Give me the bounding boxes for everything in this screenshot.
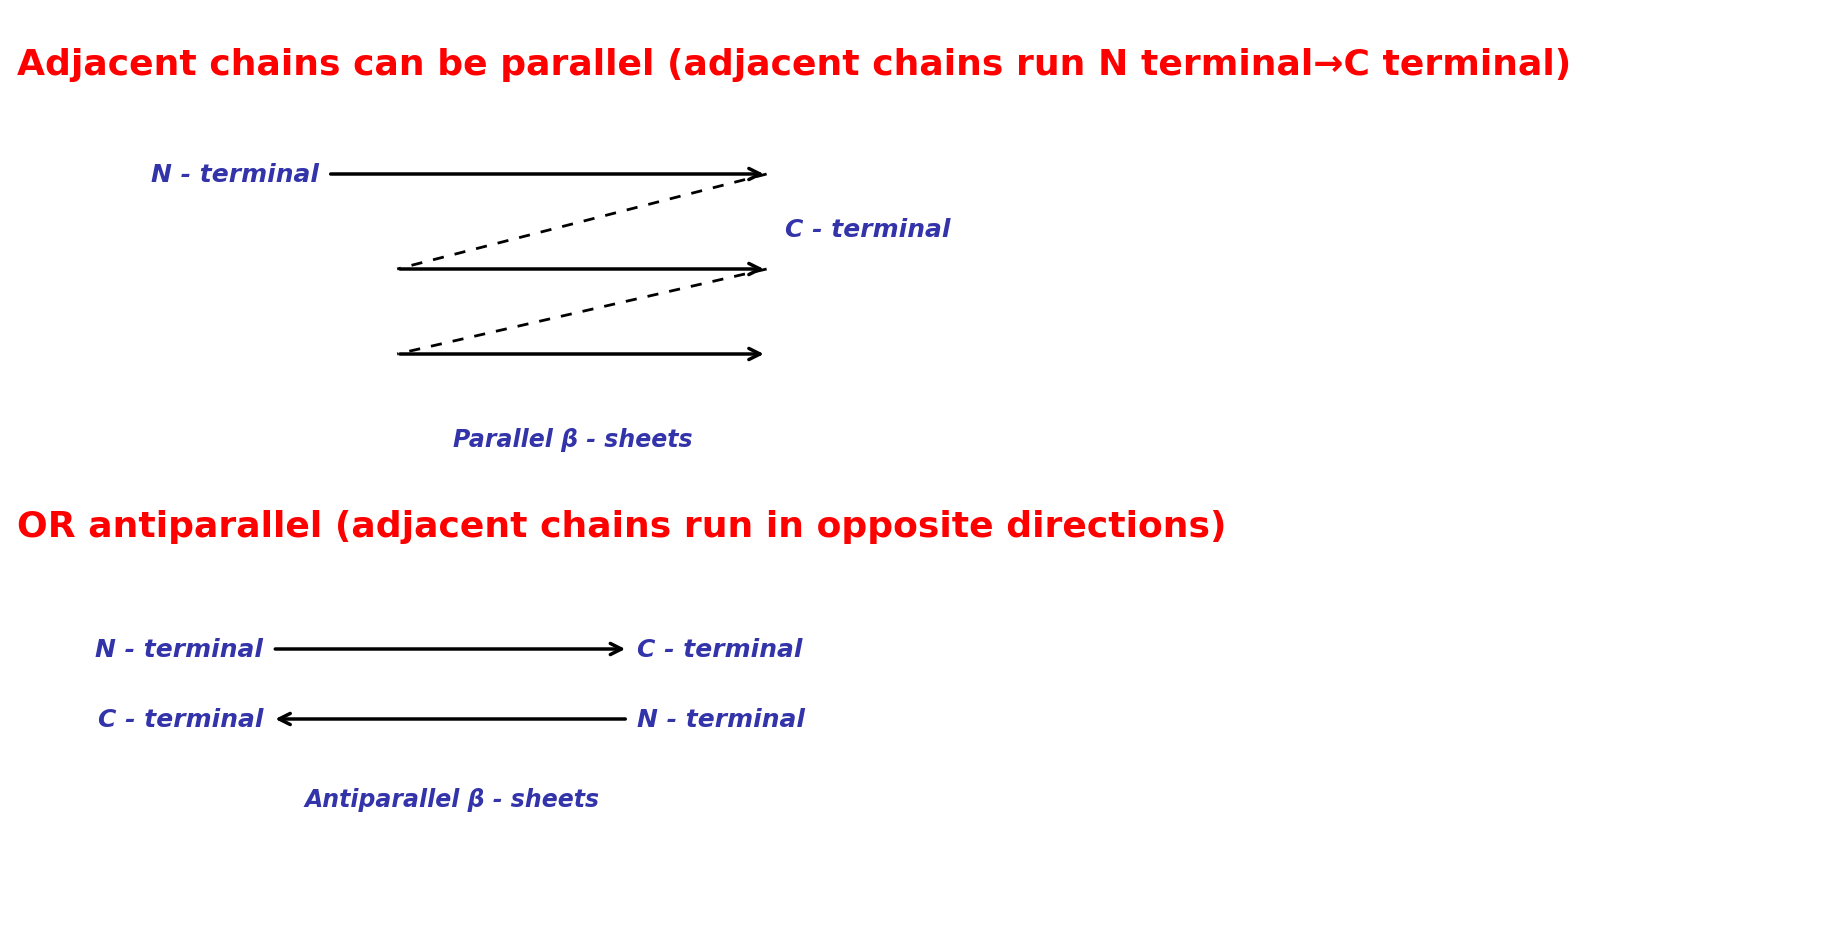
Text: OR antiparallel (adjacent chains run in opposite directions): OR antiparallel (adjacent chains run in …: [17, 510, 1227, 543]
Text: Adjacent chains can be parallel (adjacent chains run N terminal→C terminal): Adjacent chains can be parallel (adjacen…: [17, 48, 1571, 82]
Text: N - terminal: N - terminal: [151, 163, 319, 187]
Text: N - terminal: N - terminal: [96, 638, 263, 661]
Text: C - terminal: C - terminal: [785, 218, 950, 242]
Text: N - terminal: N - terminal: [637, 707, 805, 731]
Text: C - terminal: C - terminal: [637, 638, 803, 661]
Text: Antiparallel β - sheets: Antiparallel β - sheets: [306, 787, 600, 811]
Text: C - terminal: C - terminal: [98, 707, 263, 731]
Text: Parallel β - sheets: Parallel β - sheets: [453, 427, 693, 451]
